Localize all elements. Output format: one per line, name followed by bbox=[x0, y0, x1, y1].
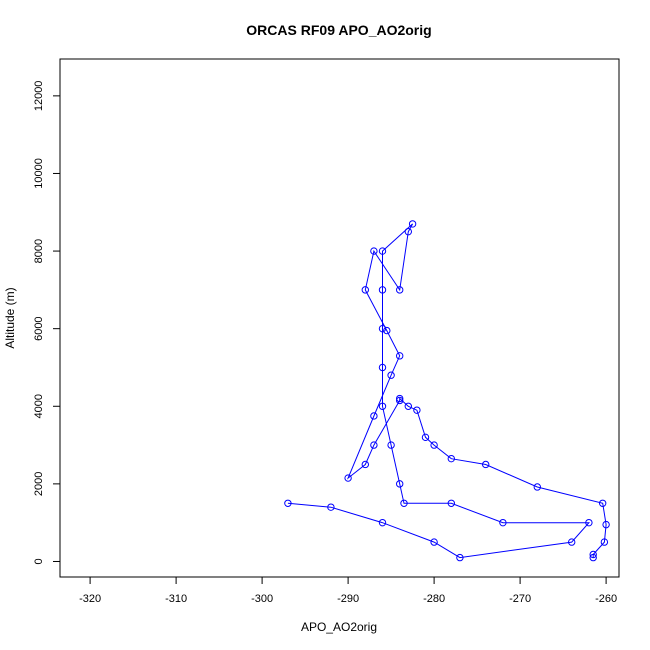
x-tick-label: -320 bbox=[79, 593, 101, 605]
series-line bbox=[287, 223, 607, 559]
data-point bbox=[378, 518, 387, 527]
data-point bbox=[327, 503, 335, 511]
data-point bbox=[404, 227, 412, 236]
data-point bbox=[589, 553, 597, 562]
data-point bbox=[361, 286, 369, 294]
y-tick-label: 0 bbox=[33, 558, 45, 564]
data-point bbox=[378, 286, 387, 294]
data-point bbox=[482, 460, 490, 469]
data-point bbox=[387, 441, 395, 449]
data-point bbox=[568, 538, 576, 546]
data-point bbox=[378, 402, 387, 410]
y-tick-label: 4000 bbox=[33, 394, 45, 418]
y-tick-label: 2000 bbox=[33, 472, 45, 496]
y-tick-label: 6000 bbox=[33, 316, 45, 340]
data-point bbox=[400, 499, 408, 507]
x-tick-label: -280 bbox=[423, 593, 445, 605]
x-tick-label: -260 bbox=[595, 593, 617, 605]
y-tick-label: 10000 bbox=[33, 158, 45, 189]
data-point bbox=[370, 441, 378, 449]
data-point bbox=[456, 553, 464, 562]
data-point bbox=[370, 412, 378, 420]
data-point bbox=[396, 394, 404, 403]
data-point bbox=[404, 402, 412, 410]
data-point bbox=[598, 499, 607, 507]
x-tick-label: -300 bbox=[251, 593, 273, 605]
data-point bbox=[361, 460, 369, 469]
data-point bbox=[533, 483, 541, 491]
data-point bbox=[383, 326, 391, 335]
y-tick-label: 8000 bbox=[33, 239, 45, 263]
x-axis-label: APO_AO2orig bbox=[301, 620, 377, 634]
x-tick-label: -290 bbox=[337, 593, 359, 605]
y-axis-label: Altitude (m) bbox=[3, 287, 17, 348]
x-tick-label: -310 bbox=[165, 593, 187, 605]
data-point bbox=[499, 518, 507, 527]
data-point bbox=[600, 538, 609, 546]
data-point bbox=[378, 324, 387, 333]
data-point bbox=[396, 286, 404, 294]
data-point bbox=[378, 363, 387, 372]
plot-frame bbox=[59, 58, 620, 578]
x-axis: -320 -310 -300 -290 -280 -270 -260 bbox=[79, 577, 617, 605]
data-point bbox=[408, 220, 417, 228]
data-point bbox=[430, 441, 438, 449]
chart-title: ORCAS RF09 APO_AO2orig bbox=[246, 22, 431, 38]
data-point bbox=[370, 247, 378, 255]
data-point bbox=[284, 499, 292, 507]
data-point bbox=[589, 550, 597, 559]
y-tick-label: 12000 bbox=[33, 81, 45, 112]
data-point bbox=[585, 518, 593, 527]
plot-area bbox=[284, 220, 610, 562]
data-point bbox=[344, 474, 352, 482]
data-point bbox=[447, 499, 455, 507]
data-point bbox=[396, 396, 404, 405]
data-point bbox=[387, 371, 395, 379]
data-point bbox=[421, 433, 430, 442]
x-tick-label: -270 bbox=[509, 593, 531, 605]
data-point bbox=[447, 454, 455, 463]
data-point bbox=[396, 352, 404, 360]
data-point bbox=[413, 406, 421, 414]
data-point bbox=[378, 247, 387, 255]
data-point bbox=[602, 520, 610, 529]
data-point bbox=[430, 538, 438, 546]
data-point bbox=[396, 480, 404, 488]
y-axis: 0 2000 4000 6000 8000 10000 12000 bbox=[33, 81, 60, 565]
